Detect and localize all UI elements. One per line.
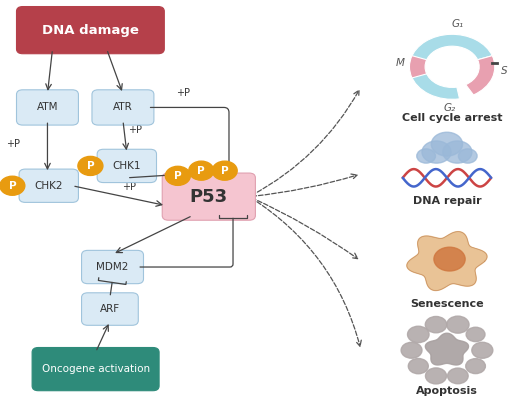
Text: G₁: G₁ xyxy=(451,19,463,29)
FancyBboxPatch shape xyxy=(81,250,143,284)
Text: P: P xyxy=(8,181,16,191)
FancyBboxPatch shape xyxy=(81,293,138,325)
Polygon shape xyxy=(425,333,469,365)
Text: Apoptosis: Apoptosis xyxy=(416,386,478,396)
FancyBboxPatch shape xyxy=(92,90,154,125)
FancyBboxPatch shape xyxy=(32,348,159,391)
Circle shape xyxy=(166,166,190,185)
Text: +P: +P xyxy=(120,171,134,181)
Text: Cell cycle arrest: Cell cycle arrest xyxy=(402,113,503,123)
Text: CHK2: CHK2 xyxy=(34,181,63,191)
Text: CHK1: CHK1 xyxy=(113,161,141,171)
Text: P: P xyxy=(197,166,205,176)
Wedge shape xyxy=(411,72,460,99)
Text: ARF: ARF xyxy=(100,304,120,314)
Text: P: P xyxy=(174,171,181,181)
Circle shape xyxy=(446,316,469,333)
Circle shape xyxy=(425,316,446,333)
Circle shape xyxy=(401,342,422,358)
Text: +P: +P xyxy=(128,125,142,135)
Text: +P: +P xyxy=(176,88,190,98)
Circle shape xyxy=(434,247,465,271)
Circle shape xyxy=(408,358,428,374)
Text: Oncogene activation: Oncogene activation xyxy=(42,364,150,374)
Circle shape xyxy=(407,326,429,343)
Wedge shape xyxy=(466,56,495,95)
Text: P53: P53 xyxy=(190,188,228,206)
Circle shape xyxy=(425,368,446,384)
Circle shape xyxy=(422,141,451,163)
Circle shape xyxy=(472,342,493,358)
Circle shape xyxy=(466,359,486,374)
Text: P: P xyxy=(87,161,94,171)
FancyBboxPatch shape xyxy=(16,6,165,54)
Text: M: M xyxy=(395,58,404,68)
Circle shape xyxy=(448,368,468,384)
Text: DNA damage: DNA damage xyxy=(42,24,139,37)
Text: Senescence: Senescence xyxy=(410,299,484,309)
Text: ATR: ATR xyxy=(113,102,133,112)
FancyBboxPatch shape xyxy=(16,90,78,125)
Text: P: P xyxy=(221,166,229,176)
Text: DNA repair: DNA repair xyxy=(413,196,481,206)
Text: ATM: ATM xyxy=(37,102,58,112)
Circle shape xyxy=(459,149,477,163)
Wedge shape xyxy=(409,56,427,78)
Circle shape xyxy=(431,132,462,156)
Circle shape xyxy=(466,327,485,342)
Circle shape xyxy=(417,149,435,163)
Circle shape xyxy=(78,156,103,176)
Text: MDM2: MDM2 xyxy=(96,262,129,272)
Text: +P: +P xyxy=(6,139,20,149)
FancyBboxPatch shape xyxy=(19,169,78,202)
Circle shape xyxy=(212,161,237,180)
Text: +P: +P xyxy=(122,182,135,192)
Circle shape xyxy=(443,141,472,163)
Polygon shape xyxy=(407,232,487,290)
FancyBboxPatch shape xyxy=(162,173,256,220)
Circle shape xyxy=(0,176,25,195)
Text: S: S xyxy=(501,66,508,76)
Text: G₂: G₂ xyxy=(443,103,455,113)
FancyBboxPatch shape xyxy=(97,149,157,182)
Circle shape xyxy=(189,161,214,180)
Wedge shape xyxy=(411,34,492,62)
